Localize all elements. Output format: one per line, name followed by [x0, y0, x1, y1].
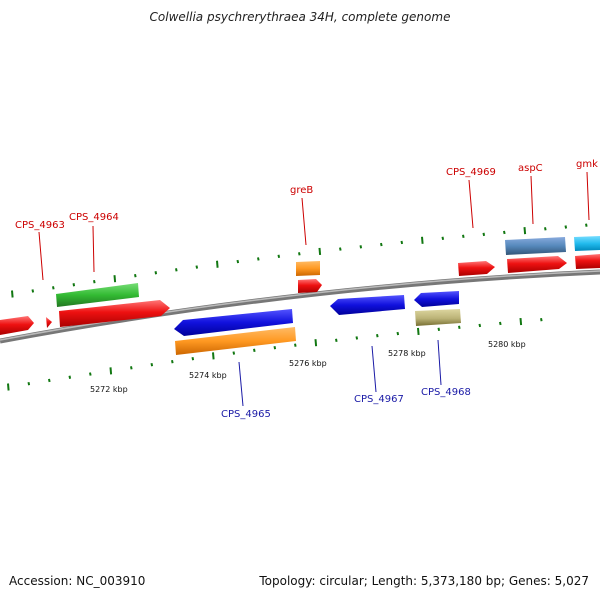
scale-label-5276: 5276 kbp: [289, 359, 327, 368]
forward-features: [0, 236, 600, 335]
gene-label-cps-4964: CPS_4964: [69, 212, 119, 223]
scale-tick: [27, 382, 31, 386]
scale-tick: [585, 223, 588, 227]
scale-tick: [376, 333, 379, 338]
scale-tick: [544, 227, 547, 231]
scale-tick: [72, 283, 76, 287]
scale-tick: [154, 271, 158, 275]
gene-arrow-cps-4964-green[interactable]: [56, 283, 139, 307]
scale-tick: [380, 242, 383, 247]
gene-box-aspc-steel[interactable]: [505, 237, 566, 255]
scale-tick: [478, 323, 482, 328]
scale-tick: [195, 265, 199, 269]
gene-arrow-aspc[interactable]: [507, 256, 567, 273]
scale-tick: [421, 236, 424, 244]
gene-box-cps-4965-orange[interactable]: [175, 327, 296, 355]
genome-backbone: [0, 269, 600, 344]
scale-tick: [150, 362, 154, 367]
scale-tick: [48, 378, 51, 383]
scale-tick: [216, 260, 219, 268]
scale-tick: [396, 331, 400, 336]
scale-tick: [355, 336, 359, 340]
scale-tick: [503, 230, 506, 235]
scale-tick: [523, 227, 527, 235]
scale-tick: [109, 367, 113, 375]
scale-tick: [294, 343, 297, 347]
gene-arrow-cps-4968[interactable]: [414, 291, 459, 307]
scale-tick: [482, 232, 486, 237]
gene-box-gmk-cyan[interactable]: [574, 236, 600, 251]
genome-summary-text: Topology: circular; Length: 5,373,180 bp…: [259, 574, 589, 588]
scale-tick: [499, 321, 502, 326]
accession-text: Accession: NC_003910: [9, 574, 146, 588]
scale-tick: [113, 275, 117, 283]
label-lines-bottom: [238, 339, 442, 407]
scale-tick: [171, 359, 174, 364]
scale-tick: [191, 357, 195, 361]
gene-label-cps-4967: CPS_4967: [354, 394, 404, 405]
scale-tick: [134, 273, 137, 278]
scale-tick: [52, 286, 55, 290]
scale-tick: [564, 225, 568, 229]
reverse-features: [174, 291, 461, 355]
gene-arrow-cps-4965[interactable]: [174, 309, 293, 336]
scale-tick: [458, 325, 461, 330]
scale-tick: [130, 366, 133, 370]
gene-box-greb-orange[interactable]: [296, 261, 320, 276]
gene-label-aspc: aspC: [518, 163, 543, 174]
scale-tick: [441, 236, 445, 240]
scale-tick: [257, 257, 260, 261]
gene-label-greb: greB: [290, 185, 313, 196]
scale-tick: [314, 339, 318, 347]
scale-label-5280: 5280 kbp: [488, 340, 526, 349]
scale-tick: [437, 327, 441, 332]
gene-label-cps-4965: CPS_4965: [221, 409, 271, 420]
gene-arrow-greb[interactable]: [298, 279, 322, 293]
scale-label-5274: 5274 kbp: [189, 371, 227, 380]
gene-label-cps-4969: CPS_4969: [446, 167, 496, 178]
scale-tick: [335, 338, 338, 342]
scale-tick: [540, 318, 543, 322]
scale-tick: [359, 245, 363, 249]
scale-tick: [400, 240, 404, 245]
gene-box-cps-4968-khaki[interactable]: [415, 309, 461, 326]
scale-tick: [236, 259, 240, 264]
scale-tick: [273, 346, 277, 350]
gene-arrow-cps-4967[interactable]: [330, 295, 405, 315]
map-title: Colwellia psychrerythraea 34H, complete …: [149, 10, 451, 24]
scale-tick: [7, 383, 10, 391]
gene-label-cps-4968: CPS_4968: [421, 387, 471, 398]
scale-tick: [318, 247, 322, 255]
scale-tick: [11, 290, 14, 298]
gene-arrow-cps-4964[interactable]: [59, 300, 170, 327]
scale-tick: [212, 352, 215, 360]
gene-arrow-gmk[interactable]: [575, 254, 600, 269]
gene-label-cps-4963: CPS_4963: [15, 220, 65, 231]
scale-tick: [462, 234, 465, 238]
genome-backbone-highlight: [0, 270, 600, 341]
scale-tick: [298, 252, 301, 256]
scale-tick: [68, 375, 72, 379]
scale-tick: [93, 279, 96, 284]
scale-tick: [31, 289, 35, 293]
scale-tick: [417, 327, 420, 335]
gene-arrow-left-edge[interactable]: [0, 316, 34, 335]
lower-tick-row: [7, 318, 543, 391]
scale-tick: [89, 372, 92, 376]
scale-label-5278: 5278 kbp: [388, 349, 426, 358]
gene-arrow-cps-4969[interactable]: [458, 261, 495, 276]
scale-tick: [253, 348, 256, 353]
upper-tick-row: [11, 223, 588, 298]
scale-tick: [232, 351, 236, 355]
scale-tick: [339, 247, 342, 251]
gene-arrow-cps-4963[interactable]: [46, 317, 52, 328]
scale-tick: [277, 254, 281, 259]
scale-tick: [175, 268, 178, 272]
scale-label-5272: 5272 kbp: [90, 385, 128, 394]
gene-label-gmk: gmk: [576, 159, 598, 170]
label-lines: [38, 171, 590, 281]
scale-tick: [519, 318, 523, 326]
